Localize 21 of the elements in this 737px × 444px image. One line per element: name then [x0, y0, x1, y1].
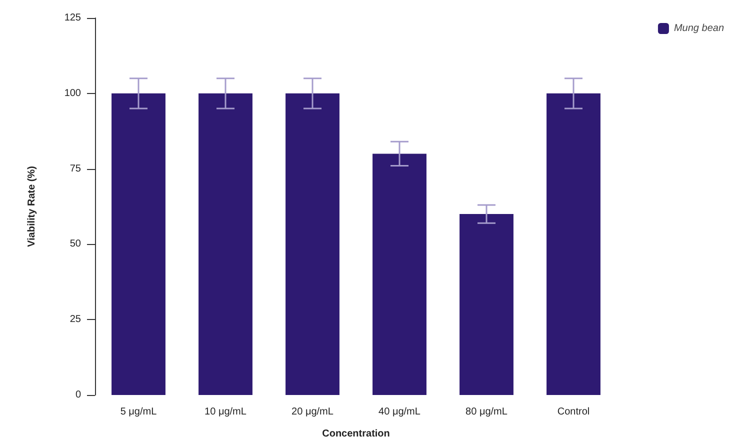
legend-label: Mung bean	[674, 23, 724, 34]
x-axis-title: Concentration	[322, 428, 390, 440]
bar	[112, 93, 166, 395]
x-tick-label: 20 μg/mL	[292, 406, 334, 418]
bar	[460, 214, 514, 395]
x-tick-label: 80 μg/mL	[466, 406, 508, 418]
y-axis-title: Viability Rate (%)	[26, 166, 38, 247]
bar	[198, 93, 252, 395]
x-tick-label: 40 μg/mL	[378, 406, 421, 418]
y-tick-label: 75	[70, 163, 82, 174]
bar	[546, 93, 600, 395]
bar	[372, 154, 426, 395]
x-tick-label: 5 μg/mL	[120, 406, 158, 418]
x-tick-label: 10 μg/mL	[204, 406, 247, 418]
bar	[286, 93, 340, 395]
y-tick-label: 50	[70, 238, 82, 250]
y-tick-label: 100	[64, 88, 82, 99]
x-tick-label: Control	[557, 406, 590, 418]
y-tick-label: 125	[64, 12, 82, 24]
y-tick-label: 25	[70, 314, 82, 326]
y-tick-label: 0	[75, 390, 82, 400]
